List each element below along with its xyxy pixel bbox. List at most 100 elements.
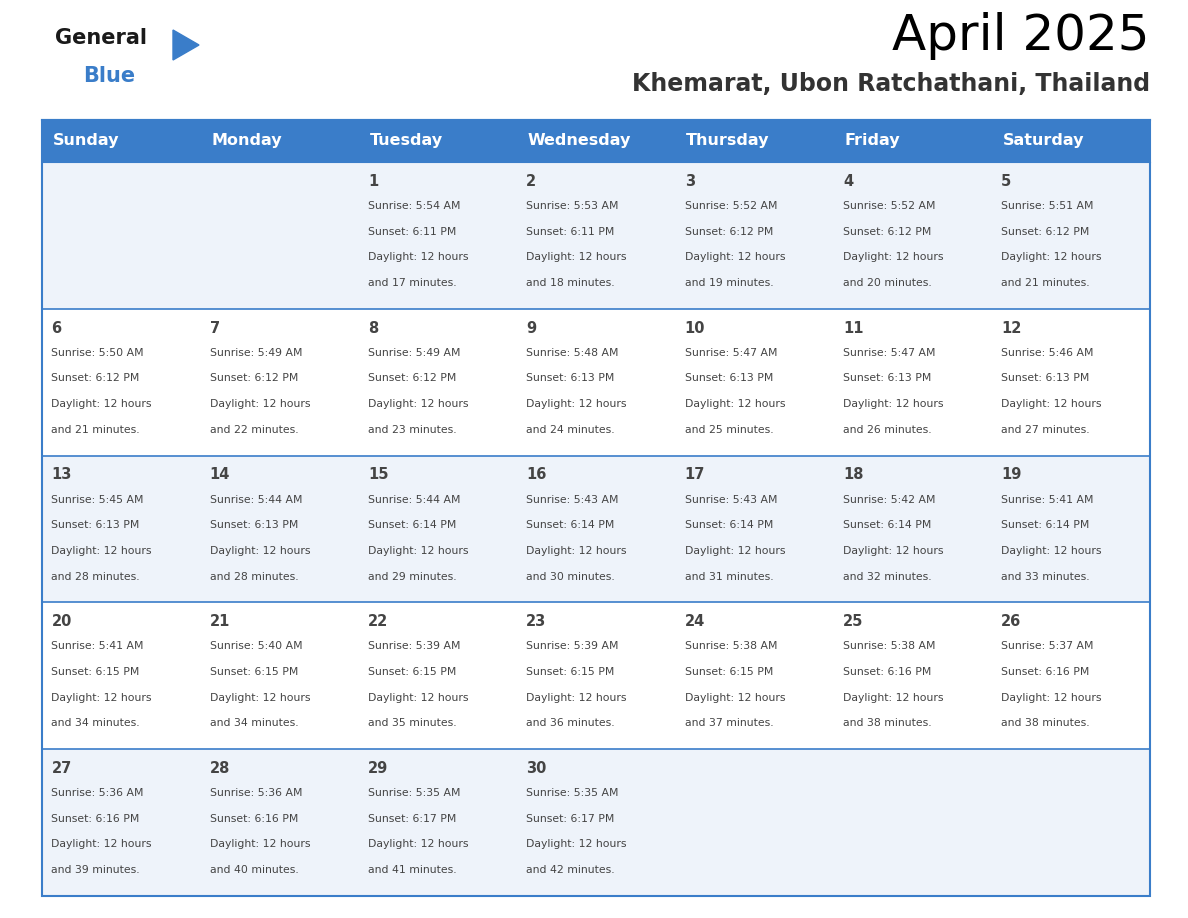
Text: 22: 22: [368, 614, 388, 629]
Bar: [675, 120, 834, 162]
Text: Daylight: 12 hours: Daylight: 12 hours: [51, 693, 152, 702]
Text: 8: 8: [368, 320, 378, 336]
Text: Sunrise: 5:47 AM: Sunrise: 5:47 AM: [843, 348, 935, 358]
Text: 16: 16: [526, 467, 546, 482]
Text: and 19 minutes.: and 19 minutes.: [684, 278, 773, 288]
Text: Sunrise: 5:51 AM: Sunrise: 5:51 AM: [1001, 201, 1094, 211]
Text: 28: 28: [210, 761, 230, 776]
Bar: [359, 602, 517, 749]
Text: 29: 29: [368, 761, 388, 776]
Text: Daylight: 12 hours: Daylight: 12 hours: [210, 546, 310, 556]
Text: and 40 minutes.: and 40 minutes.: [210, 865, 298, 875]
Text: Daylight: 12 hours: Daylight: 12 hours: [526, 693, 627, 702]
Text: 23: 23: [526, 614, 546, 629]
Bar: [834, 162, 992, 308]
Text: Sunrise: 5:47 AM: Sunrise: 5:47 AM: [684, 348, 777, 358]
Text: Daylight: 12 hours: Daylight: 12 hours: [526, 399, 627, 409]
Text: and 18 minutes.: and 18 minutes.: [526, 278, 615, 288]
Text: and 32 minutes.: and 32 minutes.: [843, 572, 931, 582]
Text: Sunrise: 5:43 AM: Sunrise: 5:43 AM: [684, 495, 777, 505]
Bar: [359, 162, 517, 308]
Text: Wednesday: Wednesday: [527, 133, 631, 149]
Bar: [201, 602, 359, 749]
Bar: [201, 120, 359, 162]
Text: 10: 10: [684, 320, 706, 336]
Text: and 28 minutes.: and 28 minutes.: [51, 572, 140, 582]
Text: Tuesday: Tuesday: [369, 133, 443, 149]
Text: Sunrise: 5:38 AM: Sunrise: 5:38 AM: [684, 642, 777, 651]
Text: Daylight: 12 hours: Daylight: 12 hours: [684, 399, 785, 409]
Text: Daylight: 12 hours: Daylight: 12 hours: [843, 693, 943, 702]
Text: Sunset: 6:12 PM: Sunset: 6:12 PM: [843, 227, 931, 237]
Text: Sunrise: 5:49 AM: Sunrise: 5:49 AM: [368, 348, 461, 358]
Bar: [992, 749, 1150, 896]
Text: 25: 25: [843, 614, 864, 629]
Bar: [517, 162, 675, 308]
Text: Daylight: 12 hours: Daylight: 12 hours: [368, 839, 468, 849]
Text: Daylight: 12 hours: Daylight: 12 hours: [368, 546, 468, 556]
Text: 27: 27: [51, 761, 71, 776]
Text: Sunrise: 5:52 AM: Sunrise: 5:52 AM: [684, 201, 777, 211]
Text: and 25 minutes.: and 25 minutes.: [684, 425, 773, 435]
Text: and 29 minutes.: and 29 minutes.: [368, 572, 456, 582]
Text: Sunset: 6:17 PM: Sunset: 6:17 PM: [526, 813, 614, 823]
Text: Sunset: 6:12 PM: Sunset: 6:12 PM: [210, 374, 298, 384]
Text: and 34 minutes.: and 34 minutes.: [210, 719, 298, 728]
Text: Sunrise: 5:44 AM: Sunrise: 5:44 AM: [368, 495, 461, 505]
Text: and 21 minutes.: and 21 minutes.: [51, 425, 140, 435]
Bar: [992, 455, 1150, 602]
Text: Thursday: Thursday: [687, 133, 770, 149]
Text: and 38 minutes.: and 38 minutes.: [843, 719, 931, 728]
Text: Daylight: 12 hours: Daylight: 12 hours: [210, 693, 310, 702]
Text: Daylight: 12 hours: Daylight: 12 hours: [526, 546, 627, 556]
Text: and 37 minutes.: and 37 minutes.: [684, 719, 773, 728]
Text: Sunset: 6:13 PM: Sunset: 6:13 PM: [684, 374, 773, 384]
Text: Sunset: 6:13 PM: Sunset: 6:13 PM: [843, 374, 931, 384]
Text: Daylight: 12 hours: Daylight: 12 hours: [368, 399, 468, 409]
Text: Sunset: 6:14 PM: Sunset: 6:14 PM: [843, 521, 931, 531]
Text: Sunrise: 5:35 AM: Sunrise: 5:35 AM: [368, 788, 461, 798]
Bar: [834, 120, 992, 162]
Bar: [42, 120, 201, 162]
Bar: [675, 162, 834, 308]
Text: Sunset: 6:15 PM: Sunset: 6:15 PM: [684, 667, 773, 677]
Bar: [675, 455, 834, 602]
Text: Daylight: 12 hours: Daylight: 12 hours: [843, 546, 943, 556]
Text: and 31 minutes.: and 31 minutes.: [684, 572, 773, 582]
Text: and 28 minutes.: and 28 minutes.: [210, 572, 298, 582]
Text: Sunrise: 5:50 AM: Sunrise: 5:50 AM: [51, 348, 144, 358]
Text: Sunset: 6:15 PM: Sunset: 6:15 PM: [210, 667, 298, 677]
Text: 9: 9: [526, 320, 537, 336]
Text: Daylight: 12 hours: Daylight: 12 hours: [684, 693, 785, 702]
Text: 11: 11: [843, 320, 864, 336]
Text: 13: 13: [51, 467, 71, 482]
Bar: [201, 162, 359, 308]
Text: and 20 minutes.: and 20 minutes.: [843, 278, 931, 288]
Bar: [992, 602, 1150, 749]
Polygon shape: [173, 30, 200, 60]
Text: Khemarat, Ubon Ratchathani, Thailand: Khemarat, Ubon Ratchathani, Thailand: [632, 72, 1150, 96]
Text: Sunrise: 5:36 AM: Sunrise: 5:36 AM: [210, 788, 302, 798]
Text: Sunrise: 5:41 AM: Sunrise: 5:41 AM: [51, 642, 144, 651]
Text: and 39 minutes.: and 39 minutes.: [51, 865, 140, 875]
Text: Sunset: 6:17 PM: Sunset: 6:17 PM: [368, 813, 456, 823]
Text: April 2025: April 2025: [892, 12, 1150, 60]
Text: Sunrise: 5:38 AM: Sunrise: 5:38 AM: [843, 642, 935, 651]
Bar: [42, 308, 201, 455]
Bar: [675, 308, 834, 455]
Text: Sunset: 6:12 PM: Sunset: 6:12 PM: [684, 227, 773, 237]
Bar: [359, 120, 517, 162]
Text: and 36 minutes.: and 36 minutes.: [526, 719, 615, 728]
Text: Sunrise: 5:49 AM: Sunrise: 5:49 AM: [210, 348, 302, 358]
Text: Sunset: 6:12 PM: Sunset: 6:12 PM: [1001, 227, 1089, 237]
Text: Sunset: 6:13 PM: Sunset: 6:13 PM: [51, 521, 140, 531]
Text: Sunday: Sunday: [53, 133, 120, 149]
Bar: [675, 602, 834, 749]
Text: Sunset: 6:14 PM: Sunset: 6:14 PM: [1001, 521, 1089, 531]
Text: 12: 12: [1001, 320, 1022, 336]
Bar: [517, 308, 675, 455]
Text: and 33 minutes.: and 33 minutes.: [1001, 572, 1089, 582]
Text: and 26 minutes.: and 26 minutes.: [843, 425, 931, 435]
Text: and 38 minutes.: and 38 minutes.: [1001, 719, 1089, 728]
Text: 3: 3: [684, 174, 695, 189]
